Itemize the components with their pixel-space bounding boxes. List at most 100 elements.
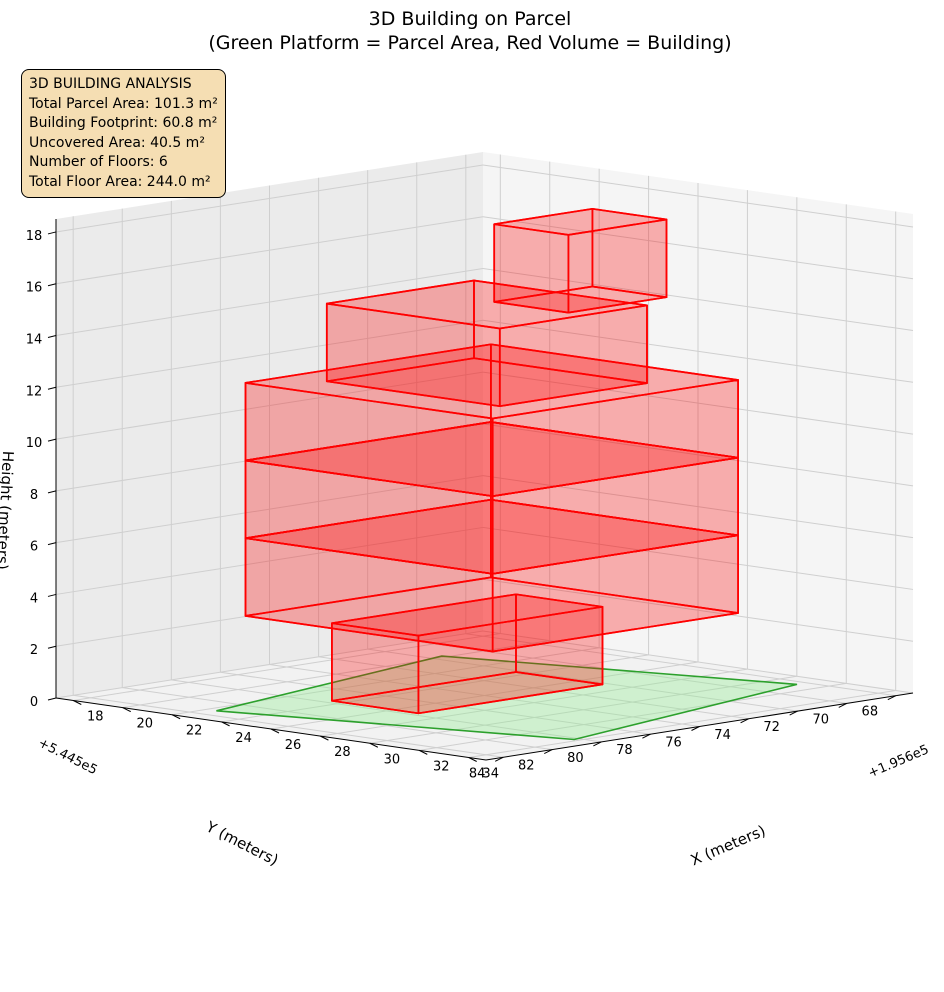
- grid-line: [482, 164, 914, 228]
- x-axis-label: X (meters): [688, 822, 768, 870]
- grid-line: [122, 687, 553, 751]
- grid-line: [55, 475, 484, 544]
- grid-line: [482, 578, 914, 642]
- x-tick-mark: [221, 721, 230, 727]
- z-tick-mark: [47, 697, 57, 701]
- grid-line: [55, 630, 484, 699]
- y-tick-mark: [740, 718, 749, 724]
- floor-box: [244, 343, 739, 498]
- x-tick-mark: [468, 757, 477, 762]
- x-tick-label: 22: [186, 724, 203, 739]
- grid-line: [55, 371, 484, 440]
- z-tick-label: 16: [26, 281, 43, 296]
- y-tick-label: 80: [567, 751, 584, 766]
- grid-line: [55, 319, 484, 388]
- grid-line: [482, 371, 914, 435]
- x-tick-mark: [171, 714, 181, 720]
- info-line: Number of Floors: 6: [29, 154, 168, 170]
- grid-line: [73, 694, 504, 758]
- info-line: Uncovered Area: 40.5 m²: [29, 134, 205, 151]
- grid-line: [318, 656, 749, 720]
- grid-line: [367, 648, 798, 712]
- parcel-polygon: [216, 655, 798, 741]
- x-tick-mark: [369, 742, 379, 748]
- z-tick-label: 12: [26, 384, 43, 399]
- x-tick-mark: [122, 707, 131, 713]
- y-tick-mark: [691, 726, 700, 731]
- grid-line: [55, 268, 484, 337]
- y-tick-mark: [887, 695, 897, 701]
- z-tick-mark: [47, 542, 57, 546]
- z-tick-mark: [47, 593, 57, 597]
- box-face: [325, 279, 648, 330]
- y-tick-label: 68: [862, 705, 879, 720]
- info-line: Total Floor Area: 244.0 m²: [29, 173, 211, 190]
- grid-line: [269, 664, 700, 727]
- z-tick-mark: [47, 231, 57, 235]
- x-tick-label: 28: [334, 745, 351, 760]
- building-volume: [244, 207, 739, 715]
- analysis-info-box: 3D BUILDING ANALYSIS Total Parcel Area: …: [21, 69, 226, 198]
- x-tick-label: 32: [433, 759, 450, 774]
- y-tick-label: 84: [469, 766, 486, 781]
- z-tick-label: 8: [30, 488, 38, 503]
- y-offset-label: +5.445e5: [35, 736, 99, 779]
- z-tick-label: 2: [30, 643, 38, 658]
- box-face: [331, 593, 604, 637]
- z-axis-label: Height (meters): [0, 450, 17, 570]
- z-tick-mark: [47, 386, 57, 390]
- info-line: Total Parcel Area: 101.3 m²: [29, 95, 218, 112]
- y-tick-mark: [789, 710, 798, 716]
- axis-lines: [47, 219, 914, 762]
- box-face: [567, 218, 668, 314]
- y-tick-mark: [593, 741, 602, 747]
- y-tick-mark: [544, 749, 553, 755]
- x-tick-mark: [320, 735, 329, 741]
- chart-title: 3D Building on Parcel: [369, 8, 572, 30]
- grid-line: [482, 319, 914, 383]
- x-tick-label: 30: [384, 752, 401, 767]
- z-tick-mark: [47, 335, 57, 338]
- y-axis-label: Y (meters): [202, 817, 281, 869]
- tick-labels: 18 20 22 24 26 28 30 32 346870727476788082840246…: [26, 229, 878, 782]
- floor-box: [325, 279, 648, 408]
- grid-line: [55, 164, 484, 233]
- info-line: Building Footprint: 60.8 m²: [29, 115, 218, 131]
- grid-line: [482, 526, 914, 590]
- y-tick-label: 72: [763, 720, 780, 735]
- x-tick-mark: [419, 749, 428, 755]
- x-tick-mark: [270, 728, 280, 734]
- x-offset-label: +1.956e5: [866, 742, 931, 781]
- grid-line: [220, 671, 651, 735]
- x-tick-label: 26: [285, 738, 302, 753]
- z-tick-label: 14: [26, 333, 43, 348]
- z-tick-label: 4: [30, 591, 38, 606]
- box-face: [493, 223, 570, 314]
- z-tick-mark: [47, 283, 57, 287]
- z-tick-label: 18: [26, 229, 43, 244]
- grid-line: [55, 216, 484, 285]
- grid-line: [482, 268, 914, 332]
- y-tick-label: 70: [812, 712, 829, 727]
- y-tick-mark: [642, 733, 651, 739]
- x-tick-label: 20: [136, 717, 153, 732]
- y-tick-label: 74: [714, 728, 731, 743]
- y-tick-mark: [838, 702, 847, 708]
- y-tick-label: 78: [616, 743, 633, 758]
- chart-subtitle: (Green Platform = Parcel Area, Red Volum…: [208, 32, 731, 54]
- x-tick-label: 18: [87, 709, 104, 724]
- grid-line: [171, 679, 602, 743]
- z-tick-label: 10: [26, 436, 43, 451]
- floor-box: [493, 207, 668, 314]
- box-face: [493, 207, 668, 236]
- floor-box: [331, 593, 604, 715]
- z-tick-label: 0: [30, 695, 38, 710]
- grid-line: [55, 526, 484, 595]
- grid-line: [482, 216, 914, 280]
- grid-line: [482, 423, 914, 487]
- y-tick-label: 76: [665, 736, 682, 751]
- x-tick-label: 24: [235, 731, 252, 746]
- x-tick-mark: [73, 700, 82, 705]
- z-tick-mark: [47, 438, 57, 442]
